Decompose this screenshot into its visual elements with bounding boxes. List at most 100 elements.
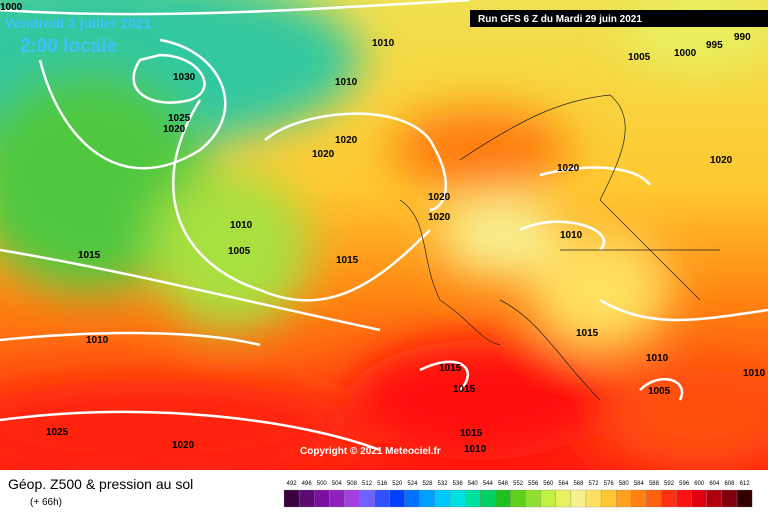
scale-swatch xyxy=(676,489,692,508)
isobar-label: 1010 xyxy=(335,77,358,88)
scale-label: 516 xyxy=(377,481,388,487)
scale-label: 548 xyxy=(498,481,509,487)
scale-swatch xyxy=(434,489,451,508)
scale-label: 512 xyxy=(362,481,373,487)
isobar-label: 1020 xyxy=(710,155,733,166)
scale-label: 588 xyxy=(649,481,660,487)
scale-swatch xyxy=(555,489,572,508)
isobar-label: 1010 xyxy=(560,230,583,241)
scale-swatch xyxy=(314,489,330,508)
scale-label: 544 xyxy=(483,481,494,487)
scale-swatch xyxy=(465,489,481,508)
scale-swatch xyxy=(646,489,662,508)
isobar-label: 1025 xyxy=(168,113,191,124)
run-info: Run GFS 6 Z du Mardi 29 juin 2021 xyxy=(478,14,642,25)
isobar-label: 1005 xyxy=(628,52,651,63)
local-time: 2:00 locale xyxy=(20,36,117,57)
copyright: Copyright © 2021 Meteociel.fr xyxy=(300,446,441,457)
isobar-label: 1010 xyxy=(464,444,487,455)
isobar-label: 1010 xyxy=(86,335,109,346)
scale-label: 596 xyxy=(679,481,690,487)
scale-swatch xyxy=(419,489,436,508)
scale-swatch xyxy=(736,489,753,508)
scale-swatch xyxy=(449,489,466,508)
isobar-label: 990 xyxy=(734,32,751,43)
isobar-label: 1010 xyxy=(372,38,395,49)
scale-label: 520 xyxy=(392,481,403,487)
scale-label: 496 xyxy=(302,481,313,487)
scale-swatch xyxy=(691,489,707,508)
scale-label: 608 xyxy=(724,481,735,487)
scale-swatch xyxy=(661,489,677,508)
isobar-label: 1000 xyxy=(674,48,697,59)
scale-swatch xyxy=(706,489,723,508)
scale-label: 564 xyxy=(558,481,569,487)
scale-label: 552 xyxy=(513,481,524,487)
isobar-label: 1025 xyxy=(46,427,69,438)
scale-swatch xyxy=(359,489,375,508)
isobar-label: 1015 xyxy=(78,250,101,261)
scale-swatch xyxy=(480,489,496,508)
isobar-label: 1020 xyxy=(172,440,195,451)
scale-swatch xyxy=(510,489,526,508)
scale-label: 604 xyxy=(709,481,720,487)
scale-swatch xyxy=(283,489,300,508)
isobar-label: 1015 xyxy=(460,428,483,439)
isobar-label: 1010 xyxy=(230,220,253,231)
scale-label: 504 xyxy=(332,481,343,487)
isobar-label: 1020 xyxy=(428,212,451,223)
scale-label: 500 xyxy=(317,481,328,487)
scale-swatch xyxy=(495,489,511,508)
isobar-label: 1020 xyxy=(428,192,451,203)
isobar-label: 1015 xyxy=(576,328,599,339)
isobar-label: 1015 xyxy=(336,255,359,266)
scale-label: 492 xyxy=(287,481,298,487)
scale-swatch xyxy=(721,489,738,508)
scale-swatch xyxy=(525,489,541,508)
isobar-label: 1005 xyxy=(648,386,671,397)
scale-swatch xyxy=(631,489,647,508)
scale-swatch xyxy=(374,489,390,508)
isobar-label: 1020 xyxy=(557,163,580,174)
lead-time: (+ 66h) xyxy=(30,497,62,508)
scale-label: 528 xyxy=(422,481,433,487)
isobar-label: 1020 xyxy=(163,124,186,135)
scale-swatch xyxy=(404,489,421,508)
isobar-label: 1030 xyxy=(173,72,196,83)
isobar-label: 1015 xyxy=(439,363,462,374)
isobar-label: 995 xyxy=(706,40,723,51)
scale-label: 536 xyxy=(453,481,464,487)
scale-swatch xyxy=(329,489,345,508)
isobar-label: 1020 xyxy=(312,149,335,160)
scale-label: 592 xyxy=(664,481,675,487)
scale-label: 508 xyxy=(347,481,358,487)
scale-label: 540 xyxy=(468,481,479,487)
isobar-label: 1020 xyxy=(335,135,358,146)
scale-swatch xyxy=(616,489,632,508)
isobar-label: 1000 xyxy=(0,2,23,13)
scale-label: 612 xyxy=(740,481,751,487)
scale-swatch xyxy=(540,489,556,508)
scale-label: 580 xyxy=(619,481,630,487)
scale-label: 568 xyxy=(573,481,584,487)
scale-label: 524 xyxy=(407,481,418,487)
scale-label: 576 xyxy=(604,481,615,487)
scale-label: 556 xyxy=(528,481,539,487)
scale-label: 572 xyxy=(589,481,600,487)
isobar-label: 1010 xyxy=(646,353,669,364)
isobar-label: 1010 xyxy=(743,368,766,379)
legend-title: Géop. Z500 & pression au sol xyxy=(8,476,193,492)
scale-label: 584 xyxy=(634,481,645,487)
isobar-label: 1005 xyxy=(228,246,251,257)
scale-swatch xyxy=(344,489,360,508)
scale-swatch xyxy=(389,489,405,508)
scale-swatch xyxy=(585,489,602,508)
map-area: Run GFS 6 Z du Mardi 29 juin 2021 Vendre… xyxy=(0,0,768,470)
valid-date: Vendredi 2 juillet 2021 xyxy=(5,15,152,31)
scale-label: 560 xyxy=(543,481,554,487)
scale-label: 600 xyxy=(694,481,705,487)
scale-swatch xyxy=(298,489,315,508)
scale-swatch xyxy=(570,489,587,508)
scale-swatch xyxy=(600,489,617,508)
